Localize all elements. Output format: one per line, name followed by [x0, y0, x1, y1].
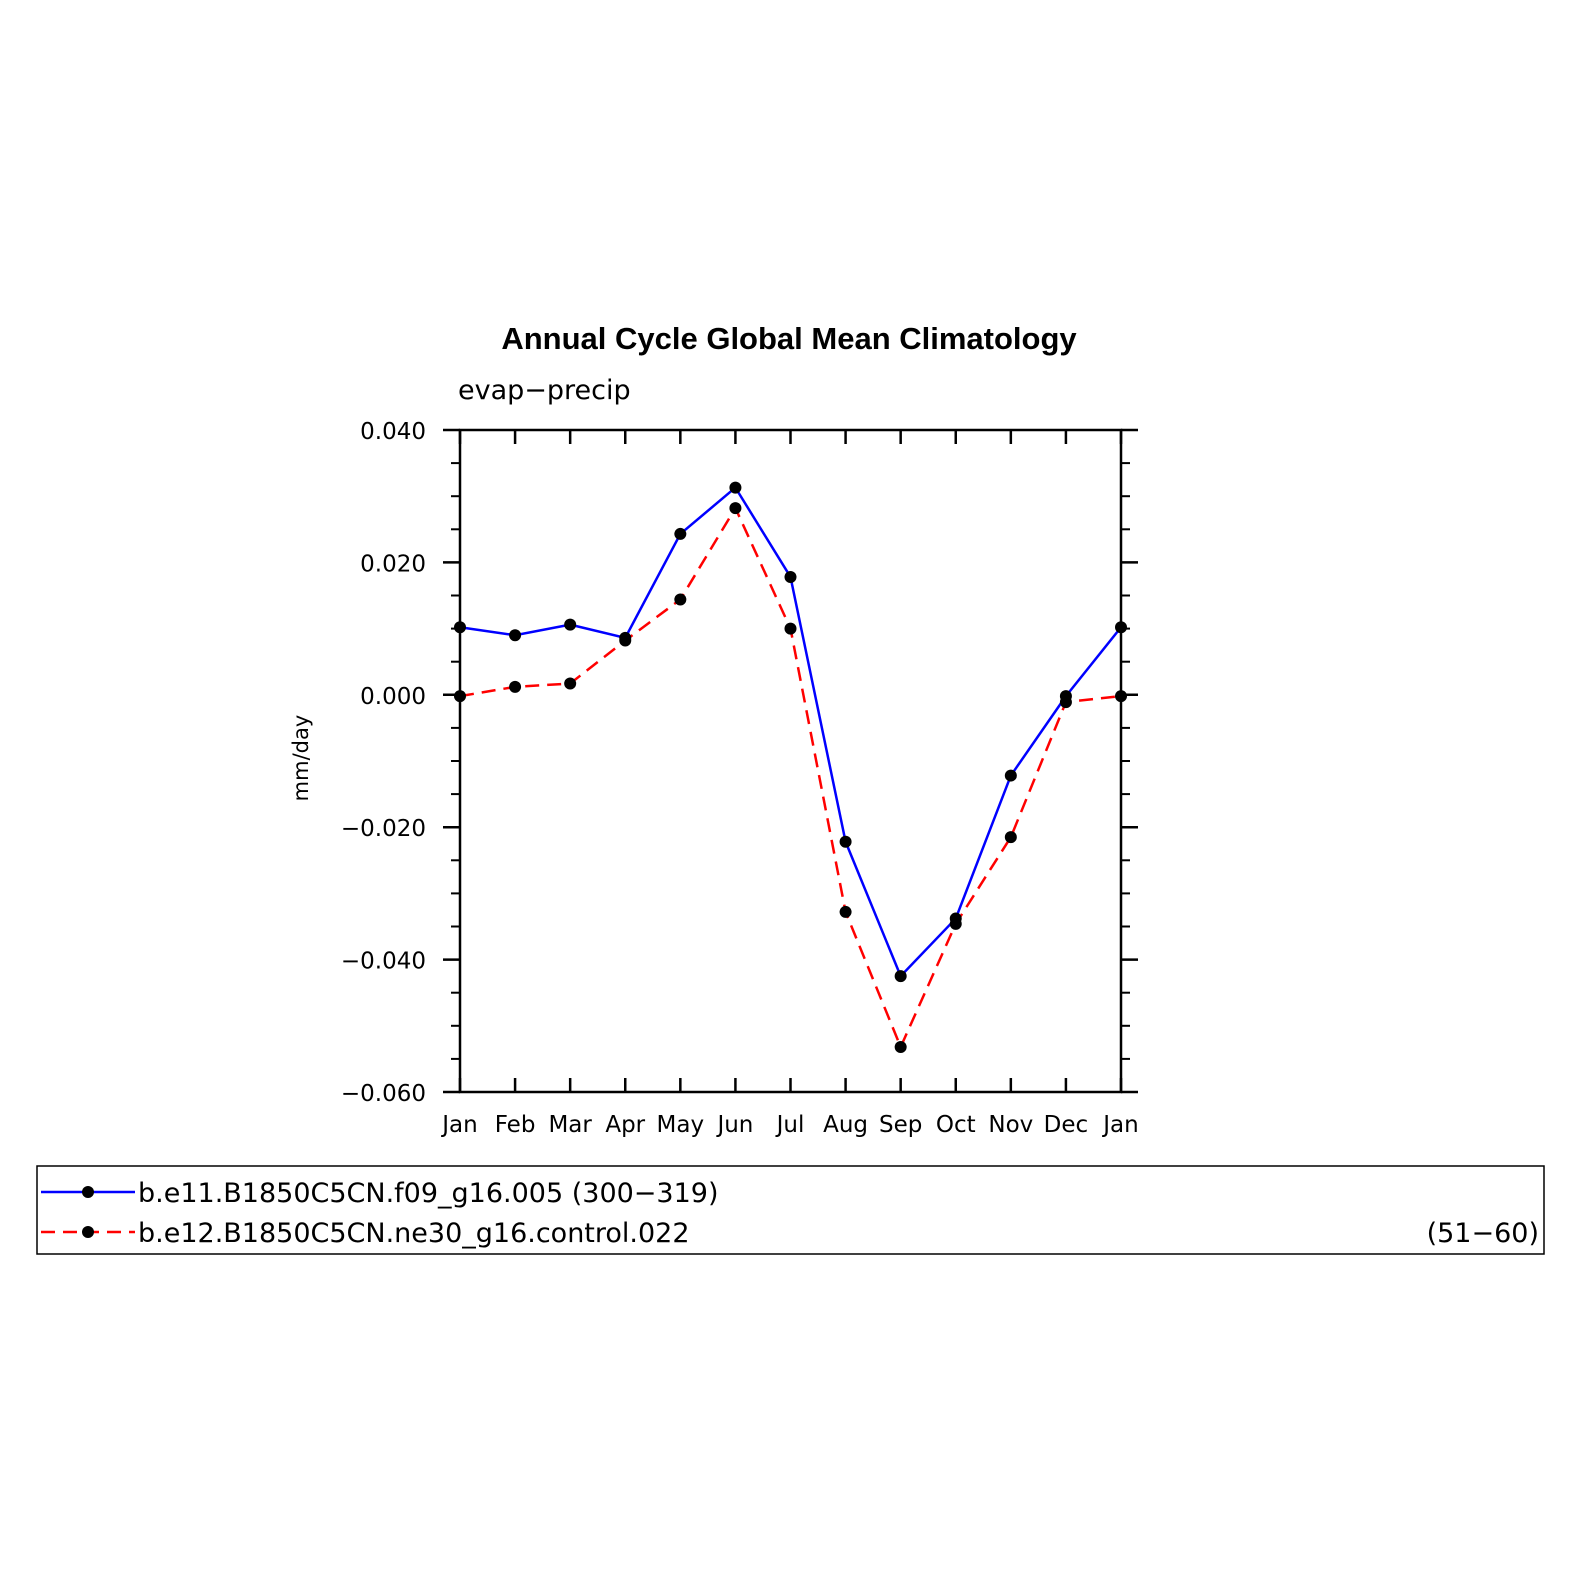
series-1-point	[564, 618, 577, 631]
plot-marks	[454, 481, 1127, 1053]
series-2-point	[729, 502, 742, 515]
x-tick-label: Nov	[988, 1112, 1033, 1138]
legend-box	[36, 1165, 1545, 1255]
series-2-point	[949, 917, 962, 930]
x-tick-label: Sep	[879, 1112, 922, 1138]
x-tick-label: Jan	[1101, 1112, 1138, 1138]
y-tick-label: 0.020	[360, 551, 426, 577]
series-line-1	[459, 486, 1122, 978]
tick-labels: Jan Feb Mar Apr May Jun Jul Aug Sep Oct Nov Dec Jan 0…	[341, 419, 1139, 1138]
series-1-point	[729, 481, 742, 494]
y-tick-label: −0.060	[341, 1081, 426, 1107]
legend-label-suffix-2: (51−60)	[1427, 1218, 1539, 1249]
series-2-point	[619, 634, 632, 647]
series-2-point	[1059, 696, 1072, 709]
legend-label-2: b.e12.B1850C5CN.ne30_g16.control.022	[138, 1218, 690, 1249]
series-line-2	[459, 506, 1122, 1049]
y-tick-label: −0.020	[341, 816, 426, 842]
chart-subtitle: evap−precip	[458, 375, 631, 406]
series-1-point	[509, 629, 522, 642]
series-2-point	[509, 680, 522, 693]
y-tick-label: −0.040	[341, 949, 426, 975]
y-axis-label: mm/day	[289, 715, 313, 802]
series-2-point	[784, 622, 797, 635]
legend-marker-1	[82, 1186, 94, 1198]
series-1-point	[1004, 769, 1017, 782]
series-2-point	[674, 593, 687, 606]
x-tick-label: Oct	[936, 1112, 976, 1138]
x-tick-label: Dec	[1044, 1112, 1089, 1138]
x-tick-label: Jul	[775, 1112, 805, 1138]
x-tick-label: Apr	[605, 1112, 645, 1138]
x-tick-label: Jun	[715, 1112, 753, 1138]
series-2-point	[564, 677, 577, 690]
x-tick-label: May	[657, 1112, 705, 1138]
series-2-point	[839, 905, 852, 918]
series-1-point	[674, 527, 687, 540]
chart-title: Annual Cycle Global Mean Climatology	[501, 321, 1077, 356]
axis-ticks	[443, 428, 1138, 1094]
series-2-point	[894, 1040, 907, 1053]
legend-items: b.e11.B1850C5CN.f09_g16.005 (300−319) b.e…	[41, 1178, 1539, 1249]
legend: b.e11.B1850C5CN.f09_g16.005 (300−319) b.e…	[36, 1165, 1545, 1255]
legend-label-1: b.e11.B1850C5CN.f09_g16.005 (300−319)	[138, 1178, 719, 1209]
x-tick-label: Feb	[495, 1112, 536, 1138]
x-tick-label: Jan	[440, 1112, 477, 1138]
x-tick-label: Aug	[823, 1112, 868, 1138]
legend-marker-2	[82, 1226, 94, 1238]
series-1-point	[839, 835, 852, 848]
y-tick-label: 0.000	[360, 684, 426, 710]
series-1-point	[784, 570, 797, 583]
series-1-point	[894, 970, 907, 983]
y-tick-label: 0.040	[360, 419, 426, 445]
x-tick-label: Mar	[548, 1112, 592, 1138]
series-2-point	[1004, 831, 1017, 844]
